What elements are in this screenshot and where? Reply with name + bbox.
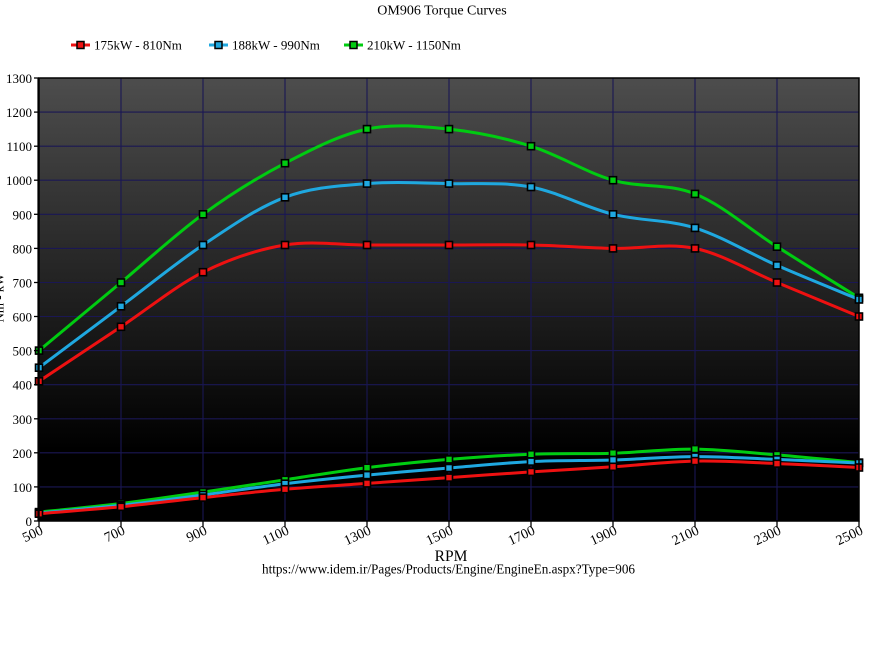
svg-text:0: 0: [26, 514, 33, 529]
svg-text:OM906 Torque Curves: OM906 Torque Curves: [377, 4, 506, 19]
svg-text:https://www.idem.ir/Pages/Prod: https://www.idem.ir/Pages/Products/Engin…: [262, 562, 635, 577]
svg-text:100: 100: [13, 480, 33, 495]
svg-text:800: 800: [13, 241, 33, 256]
svg-text:300: 300: [13, 412, 33, 427]
svg-text:188kW - 990Nm: 188kW - 990Nm: [232, 38, 320, 53]
svg-text:700: 700: [13, 276, 33, 291]
svg-text:900: 900: [13, 207, 33, 222]
svg-text:200: 200: [13, 446, 33, 461]
svg-text:175kW - 810Nm: 175kW - 810Nm: [94, 38, 182, 53]
svg-text:1300: 1300: [6, 71, 32, 86]
svg-text:1100: 1100: [6, 139, 32, 154]
svg-text:500: 500: [13, 344, 33, 359]
svg-text:1000: 1000: [6, 173, 32, 188]
svg-text:RPM: RPM: [435, 548, 468, 565]
svg-text:Nm - kW: Nm - kW: [0, 273, 7, 323]
svg-text:600: 600: [13, 310, 33, 325]
svg-text:210kW - 1150Nm: 210kW - 1150Nm: [367, 38, 461, 53]
svg-text:400: 400: [13, 378, 33, 393]
svg-text:1200: 1200: [6, 105, 32, 120]
